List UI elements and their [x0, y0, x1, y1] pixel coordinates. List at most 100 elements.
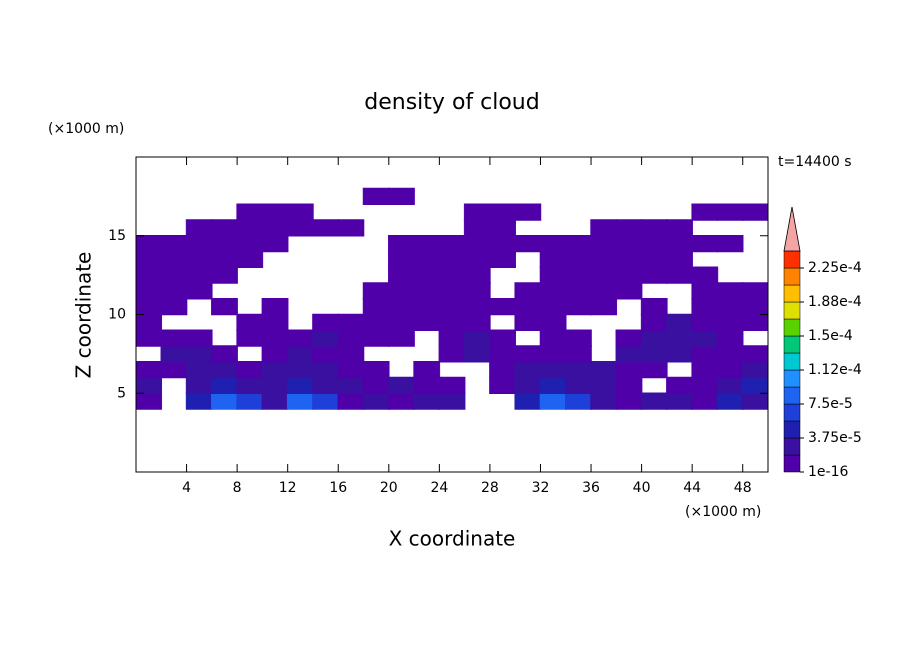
contour-cell	[666, 376, 693, 394]
contour-cell	[388, 266, 415, 284]
contour-cell	[716, 361, 744, 379]
contour-cell	[185, 376, 213, 394]
contour-cell	[716, 313, 744, 331]
contour-cell	[640, 313, 668, 331]
contour-cell	[438, 392, 466, 410]
contour-cell	[261, 345, 289, 363]
contour-cell	[565, 282, 592, 300]
contour-cell	[691, 266, 719, 284]
contour-cell	[514, 235, 542, 253]
contour-cell	[489, 376, 516, 394]
contour-cell	[741, 345, 768, 363]
contour-cell	[741, 203, 768, 221]
contour-cell	[590, 376, 618, 394]
contour-cell	[565, 235, 592, 253]
contour-cell	[261, 235, 289, 253]
contour-cell	[539, 329, 567, 347]
contour-cell	[211, 266, 238, 284]
contour-cell	[211, 361, 238, 379]
contour-cell	[539, 250, 567, 268]
contour-cell	[565, 329, 592, 347]
colorbar-band	[783, 454, 801, 473]
chart-title: density of cloud	[364, 90, 539, 115]
contour-cell	[438, 282, 466, 300]
colorbar-band	[783, 250, 801, 269]
contour-cell	[590, 298, 618, 316]
contour-cell	[413, 250, 441, 268]
contour-cell	[136, 250, 163, 268]
contour-cell	[136, 376, 163, 394]
contour-cell	[590, 235, 618, 253]
contour-cell	[615, 219, 643, 237]
x-tick-label: 12	[279, 480, 297, 496]
contour-cell	[741, 376, 768, 394]
contour-cell	[615, 266, 643, 284]
contour-cell	[666, 250, 693, 268]
contour-cell	[362, 392, 390, 410]
colorbar-band	[783, 403, 801, 422]
contour-cell	[312, 219, 339, 237]
contour-cell	[514, 313, 542, 331]
contour-cell	[337, 376, 365, 394]
contour-cell	[666, 392, 693, 410]
colorbar-tick-label: 2.25e-4	[808, 260, 862, 276]
contour-cell	[716, 298, 744, 316]
colorbar-tick-label: 1e-16	[808, 464, 848, 480]
contour-cell	[539, 361, 567, 379]
x-tick-label: 28	[481, 480, 499, 496]
contour-cell	[489, 219, 516, 237]
contour-cell	[691, 313, 719, 331]
x-tick-label: 16	[329, 480, 347, 496]
contour-cell	[489, 298, 516, 316]
x-tick-label: 24	[430, 480, 448, 496]
contour-cell	[615, 392, 643, 410]
contour-cell	[185, 329, 213, 347]
contour-cell	[463, 203, 491, 221]
contour-cell	[489, 203, 516, 221]
contour-cell	[565, 392, 592, 410]
contour-cell	[388, 187, 415, 205]
colorbar-tick-label: 1.88e-4	[808, 294, 862, 310]
contour-cell	[362, 376, 390, 394]
contour-cell	[514, 345, 542, 363]
contour-cell	[236, 361, 264, 379]
contour-cell	[489, 361, 516, 379]
contour-cell	[136, 266, 163, 284]
contour-cell	[590, 361, 618, 379]
contour-cell	[337, 329, 365, 347]
contour-cell	[438, 298, 466, 316]
colorbar-band	[783, 284, 801, 303]
contour-cell	[590, 219, 618, 237]
contour-cell	[438, 376, 466, 394]
contour-cell	[160, 329, 188, 347]
contour-cell	[463, 219, 491, 237]
contour-cell	[286, 345, 314, 363]
contour-cell	[185, 235, 213, 253]
contour-cell	[615, 361, 643, 379]
contour-cell	[211, 392, 238, 410]
contour-cell	[489, 235, 516, 253]
contour-cell	[261, 219, 289, 237]
contour-cell	[691, 329, 719, 347]
contour-cell	[413, 235, 441, 253]
contour-cell	[236, 392, 264, 410]
contour-cell	[337, 345, 365, 363]
contour-cell	[286, 329, 314, 347]
contour-cell	[691, 345, 719, 363]
contour-cell	[438, 266, 466, 284]
contour-cell	[691, 203, 719, 221]
contour-cell	[640, 392, 668, 410]
contour-cell	[337, 219, 365, 237]
contour-cell	[590, 392, 618, 410]
contour-cell	[539, 266, 567, 284]
contour-cell	[615, 250, 643, 268]
contour-cell	[286, 203, 314, 221]
contour-cell	[413, 313, 441, 331]
contour-cell	[261, 313, 289, 331]
contour-cell	[388, 313, 415, 331]
contour-cell	[438, 250, 466, 268]
contour-cell	[136, 361, 163, 379]
contour-cell	[565, 345, 592, 363]
contour-cell	[438, 329, 466, 347]
